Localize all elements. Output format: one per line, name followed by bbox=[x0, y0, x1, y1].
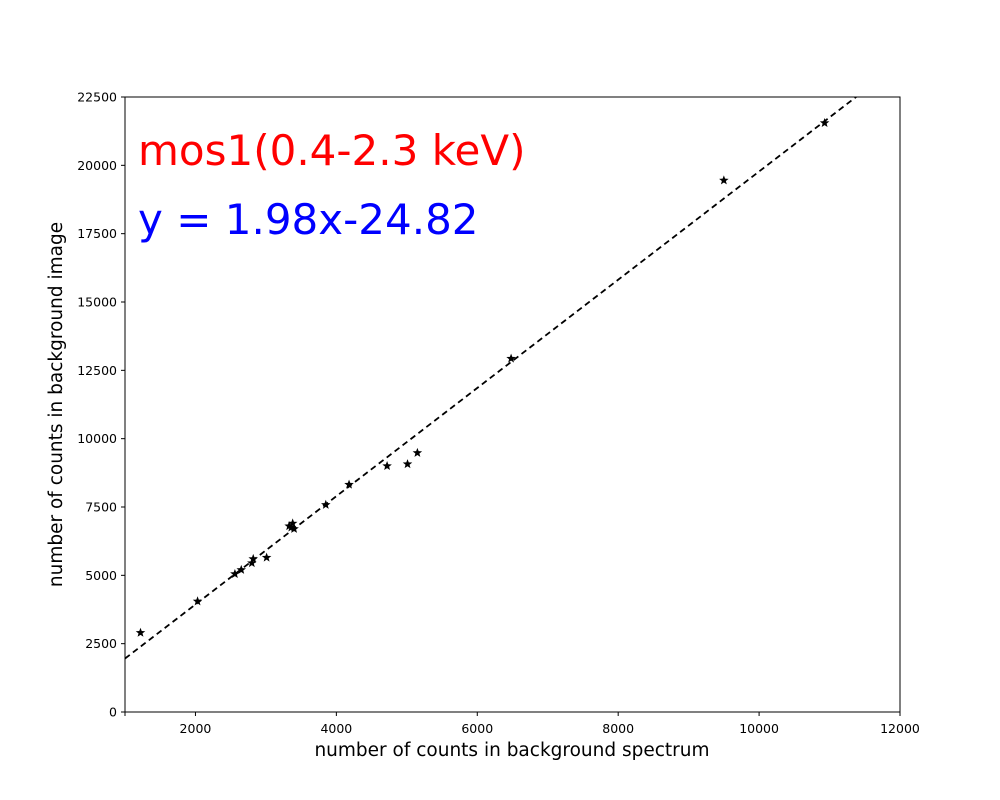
data-point-12 bbox=[321, 499, 331, 509]
y-axis-label: number of counts in background image bbox=[46, 222, 67, 587]
y-tick-label: 10000 bbox=[77, 431, 117, 446]
data-point-7 bbox=[261, 552, 272, 562]
x-axis: 2000 4000 6000 8000 10000 12000 bbox=[124, 712, 920, 736]
data-point-1 bbox=[135, 627, 146, 637]
chart-annotation-title: mos1(0.4-2.3 keV) bbox=[138, 126, 525, 175]
y-axis: 0 2500 5000 7500 10000 12500 15000 17500 20000 22… bbox=[77, 90, 125, 720]
y-tick-label: 15000 bbox=[77, 295, 117, 310]
data-point-17 bbox=[506, 353, 516, 363]
data-point-15 bbox=[402, 459, 413, 469]
data-point-3 bbox=[230, 568, 240, 579]
data-point-16 bbox=[412, 447, 423, 457]
y-tick-label: 17500 bbox=[77, 226, 117, 241]
x-tick-label: 8000 bbox=[602, 721, 634, 736]
data-point-18 bbox=[719, 175, 729, 185]
plot-area bbox=[125, 97, 858, 660]
data-point-11 bbox=[289, 523, 299, 533]
x-axis-label: number of counts in background spectrum bbox=[314, 740, 709, 761]
y-tick-label: 7500 bbox=[85, 500, 117, 515]
y-tick-label: 2500 bbox=[85, 636, 117, 651]
data-point-4 bbox=[236, 564, 247, 574]
x-tick-label: 4000 bbox=[320, 721, 352, 736]
data-point-14 bbox=[382, 461, 392, 471]
data-point-10 bbox=[287, 518, 298, 528]
data-point-2 bbox=[192, 596, 203, 606]
x-tick-label: 12000 bbox=[880, 721, 920, 736]
data-point-8 bbox=[284, 521, 294, 531]
y-tick-label: 20000 bbox=[77, 158, 117, 173]
y-tick-label: 12500 bbox=[77, 363, 117, 378]
x-tick-label: 6000 bbox=[461, 721, 493, 736]
y-tick-label: 5000 bbox=[85, 568, 117, 583]
data-point-9 bbox=[286, 522, 297, 532]
data-point-13 bbox=[344, 479, 354, 489]
y-tick-label: 22500 bbox=[77, 90, 117, 105]
data-point-5 bbox=[247, 558, 257, 568]
x-tick-label: 2000 bbox=[180, 721, 212, 736]
plot-frame bbox=[124, 96, 901, 713]
data-point-19 bbox=[819, 117, 830, 128]
fit-equation-annotation: y = 1.98x-24.82 bbox=[138, 195, 479, 244]
data-point-6 bbox=[248, 553, 258, 563]
x-tick-label: 10000 bbox=[739, 721, 779, 736]
y-tick-label: 0 bbox=[109, 705, 117, 720]
